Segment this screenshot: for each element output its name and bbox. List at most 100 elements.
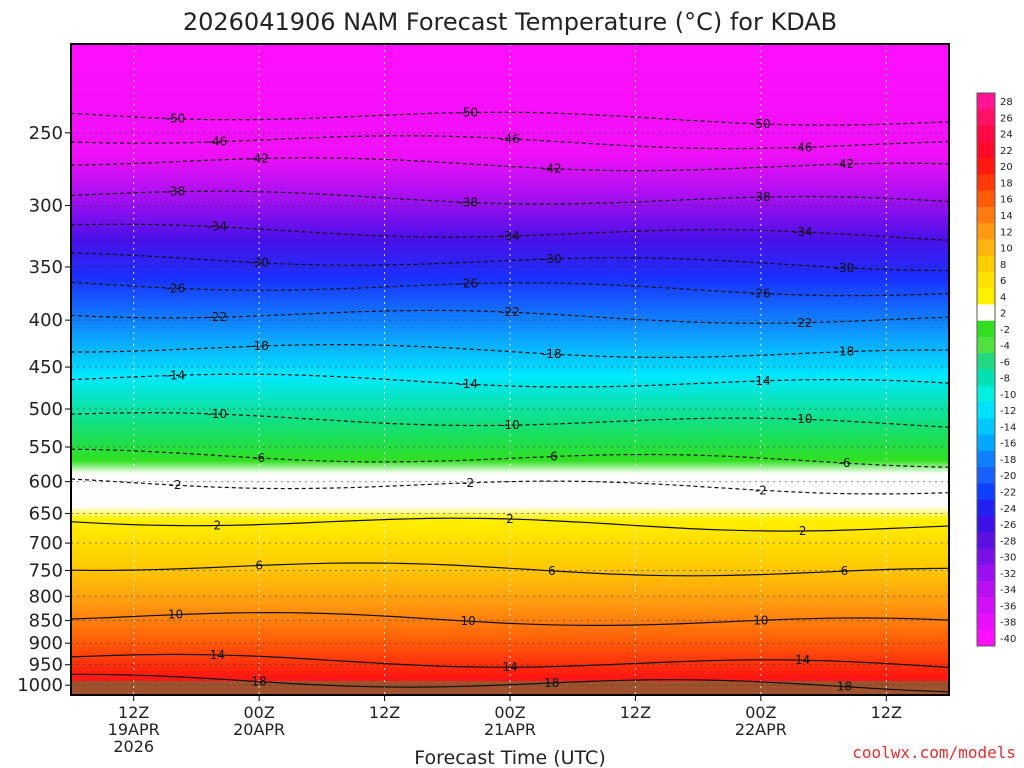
contour-label: -14 <box>458 377 478 391</box>
colorbar-label: 26 <box>1000 113 1013 124</box>
x-tick-label: 00Z <box>243 703 274 722</box>
colorbar-label: -24 <box>1000 504 1016 515</box>
y-tick-label: 550 <box>29 437 63 458</box>
colorbar-swatch <box>977 564 995 582</box>
contour-label: -38 <box>751 190 771 204</box>
colorbar-swatch <box>977 271 995 289</box>
colorbar-swatch <box>977 467 995 484</box>
contour-label: -14 <box>751 374 771 388</box>
contour-label: -6 <box>253 451 265 465</box>
contour-label: -22 <box>793 316 813 330</box>
colorbar-label: -6 <box>1000 357 1010 368</box>
colorbar-label: 18 <box>1000 178 1013 189</box>
colorbar-label: -32 <box>1000 569 1016 580</box>
contour-label: 10 <box>753 613 768 627</box>
y-tick-label: 300 <box>29 196 63 217</box>
x-tick-label: 00Z <box>745 703 776 722</box>
colorbar-label: -40 <box>1000 634 1016 645</box>
colorbar-swatch <box>977 548 995 566</box>
colorbar-swatch <box>977 93 995 110</box>
x-tick-label: 2026 <box>113 737 154 756</box>
colorbar-label: 20 <box>1000 162 1013 173</box>
contour-label: -30 <box>249 256 269 270</box>
contour-label: 6 <box>548 564 556 578</box>
contour-label: -50 <box>751 117 771 131</box>
contour-label: -2 <box>462 476 474 490</box>
colorbar-label: -22 <box>1000 487 1016 498</box>
contour-label: -34 <box>500 229 520 243</box>
contour-label: 14 <box>795 653 810 667</box>
colorbar-label: -26 <box>1000 520 1016 531</box>
contour-label: -18 <box>542 347 562 361</box>
contour-line <box>70 562 950 577</box>
contour-label: -26 <box>166 281 186 295</box>
colorbar-label: 28 <box>1000 97 1013 108</box>
x-tick-label: 22APR <box>735 720 787 739</box>
contour-label: -10 <box>500 418 520 432</box>
colorbar-label: 2 <box>1000 309 1006 320</box>
colorbar-label: 22 <box>1000 146 1013 157</box>
contour-label: -22 <box>208 310 228 324</box>
colorbar-frame <box>976 92 996 647</box>
colorbar-label: -36 <box>1000 601 1016 612</box>
y-axis: 2503003504004505005506006507007508008509… <box>17 123 71 696</box>
contour-label: -2 <box>755 483 767 497</box>
colorbar-swatch <box>977 320 995 338</box>
colorbar-swatch <box>977 255 995 273</box>
x-tick-label: 12Z <box>871 703 902 722</box>
colorbar-swatch <box>977 141 995 159</box>
contour-label: -46 <box>500 132 520 146</box>
contour-label: -18 <box>835 345 855 359</box>
colorbar-label: -20 <box>1000 471 1016 482</box>
contour-label: -22 <box>500 305 520 319</box>
colorbar-label: -14 <box>1000 422 1016 433</box>
contour-label: -34 <box>208 220 228 234</box>
colorbar-swatch <box>977 483 995 501</box>
colorbar-swatch <box>977 418 995 436</box>
y-tick-label: 900 <box>29 633 63 654</box>
colorbar-label: 4 <box>1000 292 1006 303</box>
colorbar-swatch <box>977 206 995 224</box>
x-tick-label: 21APR <box>484 720 536 739</box>
colorbar-label: 14 <box>1000 211 1013 222</box>
contour-label: -18 <box>249 339 269 353</box>
contour-label: -30 <box>835 261 855 275</box>
y-tick-label: 250 <box>29 123 63 144</box>
contour-label: -26 <box>458 277 478 291</box>
colorbar-swatch <box>977 239 995 257</box>
contour-label: 18 <box>544 676 559 690</box>
credit-text: coolwx.com/models <box>852 743 1016 762</box>
colorbar-swatch <box>977 629 995 647</box>
contour-line <box>70 611 950 626</box>
colorbar: 28 26 24 22 20 18 16 14 12 10 8 6 4 2 -2 -4 -6 -8 -10 -12 -1… <box>976 92 1016 647</box>
y-tick-label: 1000 <box>17 675 63 696</box>
contour-line <box>70 653 950 668</box>
colorbar-swatch <box>977 613 995 631</box>
colorbar-label: 10 <box>1000 244 1013 255</box>
contour-label: -42 <box>249 152 269 166</box>
chart-title: 2026041906 NAM Forecast Temperature (°C)… <box>183 8 837 36</box>
contour-label: -6 <box>838 456 850 470</box>
contour-labels: -50 -50 -50 -46 -46 -46 -42 -42 -42 -38 -38 -38 -34 -… <box>166 106 855 694</box>
contour-label: -2 <box>170 478 182 492</box>
x-tick-label: 12Z <box>620 703 651 722</box>
x-tick-label: 12Z <box>369 703 400 722</box>
y-tick-label: 700 <box>29 533 63 554</box>
colorbar-label: -2 <box>1000 325 1010 336</box>
colorbar-swatch <box>977 158 995 175</box>
contour-label: 14 <box>502 660 517 674</box>
y-tick-label: 350 <box>29 257 63 278</box>
x-tick-label: 20APR <box>233 720 285 739</box>
contour-label: 2 <box>214 519 222 533</box>
colorbar-label: 24 <box>1000 130 1013 141</box>
contour-label: 2 <box>799 524 807 538</box>
colorbar-label: -4 <box>1000 341 1010 352</box>
colorbar-swatch <box>977 174 995 192</box>
y-tick-label: 600 <box>29 472 63 493</box>
colorbar-label: -16 <box>1000 439 1016 450</box>
contour-label: 18 <box>252 675 267 689</box>
colorbar-swatch <box>977 353 995 370</box>
colorbar-label: -30 <box>1000 553 1016 564</box>
contour-label: 6 <box>255 558 263 572</box>
